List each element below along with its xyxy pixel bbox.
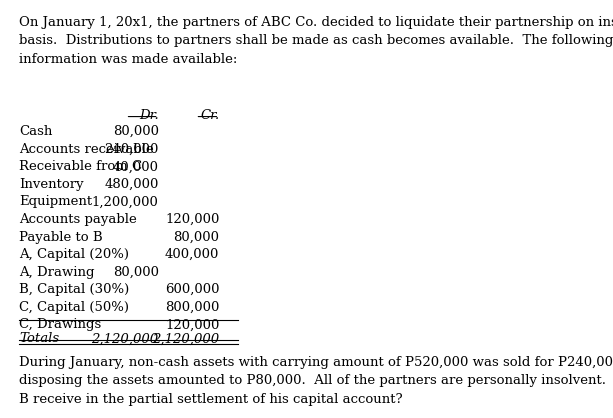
Text: Totals: Totals [19,332,59,345]
Text: Equipment: Equipment [19,196,92,209]
Text: 2,120,000: 2,120,000 [152,332,219,345]
Text: 120,000: 120,000 [165,213,219,226]
Text: C, Capital (50%): C, Capital (50%) [19,301,129,314]
Text: 80,000: 80,000 [173,231,219,244]
Text: Cash: Cash [19,125,52,138]
Text: 240,000: 240,000 [104,143,159,156]
Text: 120,000: 120,000 [165,319,219,331]
Text: 2,120,000: 2,120,000 [91,332,159,345]
Text: 800,000: 800,000 [165,301,219,314]
Text: A, Capital (20%): A, Capital (20%) [19,248,129,261]
Text: 480,000: 480,000 [104,178,159,191]
Text: Accounts receivable: Accounts receivable [19,143,154,156]
Text: C, Drawings: C, Drawings [19,319,101,331]
Text: A, Drawing: A, Drawing [19,266,94,279]
Text: 40,000: 40,000 [113,161,159,173]
Text: 80,000: 80,000 [113,266,159,279]
Text: During January, non-cash assets with carrying amount of P520,000 was sold for P2: During January, non-cash assets with car… [19,356,613,406]
Text: Accounts payable: Accounts payable [19,213,137,226]
Text: 1,200,000: 1,200,000 [92,196,159,209]
Text: Inventory: Inventory [19,178,83,191]
Text: B, Capital (30%): B, Capital (30%) [19,283,129,296]
Text: On January 1, 20x1, the partners of ABC Co. decided to liquidate their partnersh: On January 1, 20x1, the partners of ABC … [19,16,613,66]
Text: 600,000: 600,000 [165,283,219,296]
Text: Payable to B: Payable to B [19,231,102,244]
Text: 80,000: 80,000 [113,125,159,138]
Text: Receivable from C: Receivable from C [19,161,142,173]
Text: Cr.: Cr. [200,109,219,122]
Text: 400,000: 400,000 [165,248,219,261]
Text: Dr.: Dr. [139,109,159,122]
